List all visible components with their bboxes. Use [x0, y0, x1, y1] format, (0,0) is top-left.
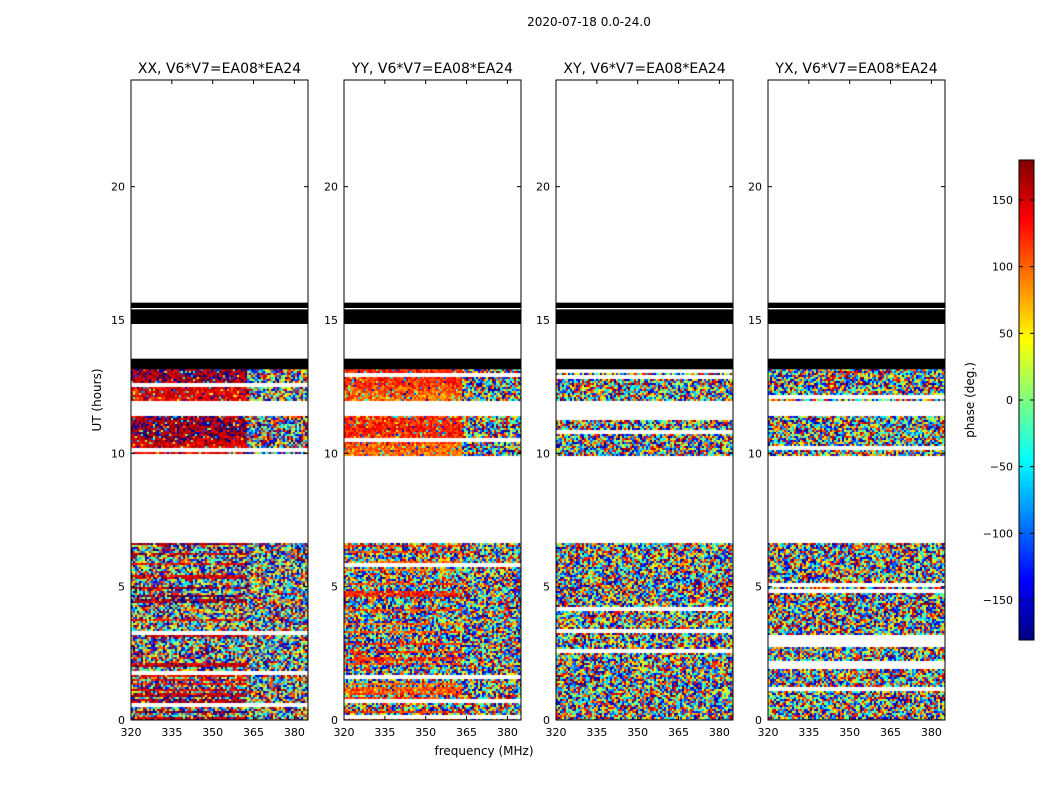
x-tick-label: 320 [758, 726, 779, 739]
y-tick-label: 0 [755, 714, 762, 727]
heatmap-canvas [556, 80, 733, 720]
colorbar-tick-label: 50 [999, 327, 1013, 340]
x-tick-label: 380 [709, 726, 730, 739]
y-tick-label: 10 [748, 447, 762, 460]
y-tick-label: 10 [324, 447, 338, 460]
y-tick-label: 20 [748, 181, 762, 194]
y-tick-label: 15 [748, 314, 762, 327]
x-tick-label: 365 [668, 726, 689, 739]
flagged-band [556, 309, 733, 324]
flagged-band [556, 302, 733, 308]
panel-3: XY, V6*V7=EA08*EA24 320 335 350 365 380 0 5 10 15… [536, 61, 734, 739]
y-tick-label: 5 [331, 581, 338, 594]
panel-heatmap [556, 80, 733, 720]
x-axis-label: frequency (MHz) [434, 744, 533, 758]
panel-title: YY, V6*V7=EA08*EA24 [351, 61, 513, 77]
panel-frame [555, 79, 734, 721]
panel-frame [767, 79, 946, 721]
heatmap-canvas [344, 80, 521, 720]
flagged-band [131, 309, 308, 324]
panel-heatmap [344, 80, 521, 720]
x-tick-label: 365 [880, 726, 901, 739]
y-tick-label: 10 [536, 447, 550, 460]
x-tick-label: 350 [415, 726, 436, 739]
x-tick-label: 335 [374, 726, 395, 739]
y-axis-label: UT (hours) [90, 368, 104, 431]
panel-heatmap [768, 80, 945, 720]
y-tick-label: 5 [118, 581, 125, 594]
y-tick-label: 0 [543, 714, 550, 727]
colorbar-tick-label: −50 [990, 461, 1013, 474]
y-tick-label: 20 [536, 181, 550, 194]
colorbar-tick-label: 100 [992, 261, 1013, 274]
colorbar-tick-label: 0 [1006, 394, 1013, 407]
panel-heatmap [131, 80, 308, 720]
panel-frame [343, 79, 522, 721]
y-tick-label: 5 [543, 581, 550, 594]
flagged-band [131, 302, 308, 308]
panel-title: YX, V6*V7=EA08*EA24 [774, 61, 937, 77]
x-tick-label: 365 [243, 726, 264, 739]
x-tick-label: 380 [284, 726, 305, 739]
heatmap-canvas [131, 80, 308, 720]
panel-2: YY, V6*V7=EA08*EA24 320 335 350 365 380 0 5 10 15… [324, 61, 522, 739]
y-tick-label: 10 [111, 447, 125, 460]
panel-title: XY, V6*V7=EA08*EA24 [563, 61, 725, 77]
flagged-band [768, 358, 945, 370]
y-tick-label: 15 [324, 314, 338, 327]
flagged-band [344, 302, 521, 308]
flagged-band [344, 358, 521, 370]
figure-title: 2020-07-18 0.0-24.0 [527, 15, 651, 29]
panel-title: XX, V6*V7=EA08*EA24 [138, 61, 301, 77]
flagged-band [344, 309, 521, 324]
flagged-band [768, 309, 945, 324]
colorbar-tick-label: 150 [992, 194, 1013, 207]
y-tick-label: 15 [111, 314, 125, 327]
colorbar-tick-label: −100 [983, 527, 1013, 540]
y-tick-label: 0 [118, 714, 125, 727]
panel-4: YX, V6*V7=EA08*EA24 320 335 350 365 380 0 5 10 15… [748, 61, 946, 739]
flagged-band [768, 302, 945, 308]
colorbar-label: phase (deg.) [963, 362, 977, 438]
x-tick-label: 350 [627, 726, 648, 739]
y-tick-label: 5 [755, 581, 762, 594]
x-tick-label: 335 [586, 726, 607, 739]
colorbar-tick-label: −150 [983, 594, 1013, 607]
x-tick-label: 320 [546, 726, 567, 739]
x-tick-label: 380 [921, 726, 942, 739]
y-tick-label: 20 [111, 181, 125, 194]
x-tick-label: 350 [839, 726, 860, 739]
panels: XX, V6*V7=EA08*EA24 320 335 350 365 380 0 5 10 15… [111, 61, 946, 739]
x-tick-label: 335 [161, 726, 182, 739]
y-tick-label: 20 [324, 181, 338, 194]
x-tick-label: 380 [497, 726, 518, 739]
panel-frame [130, 79, 309, 721]
x-tick-label: 350 [202, 726, 223, 739]
panel-1: XX, V6*V7=EA08*EA24 320 335 350 365 380 0 5 10 15… [111, 61, 309, 739]
x-tick-label: 335 [798, 726, 819, 739]
flagged-band [556, 358, 733, 370]
colorbar: 150 100 50 0 −50 −100 −150 [983, 159, 1035, 641]
heatmap-canvas [768, 80, 945, 720]
flagged-band [131, 358, 308, 370]
x-tick-label: 320 [121, 726, 142, 739]
x-tick-label: 320 [334, 726, 355, 739]
y-tick-label: 0 [331, 714, 338, 727]
y-tick-label: 15 [536, 314, 550, 327]
x-tick-label: 365 [456, 726, 477, 739]
